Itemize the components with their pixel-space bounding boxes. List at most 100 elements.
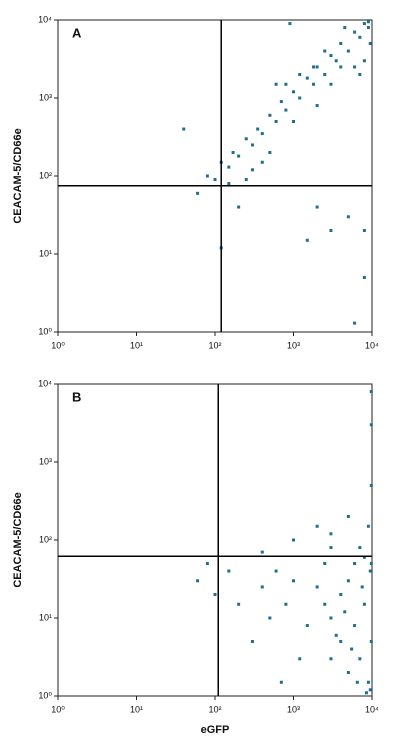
data-point [292,119,295,123]
data-point [369,423,373,427]
data-point [279,100,283,104]
data-point [231,151,235,155]
x-tick-label: 10¹ [130,340,143,350]
data-point [213,593,217,597]
data-point [182,127,186,131]
data-point [268,113,272,117]
x-tick-label: 10¹ [130,704,143,714]
data-point [323,602,327,606]
data-point [362,22,366,26]
data-point [227,165,231,169]
data-point [227,569,231,573]
data-point [196,191,200,195]
data-point [329,82,333,86]
x-tick-label: 10³ [287,340,300,350]
data-point [368,41,372,45]
data-point [298,96,302,100]
x-tick-label: 10³ [287,704,300,714]
data-point [353,624,357,628]
data-point [250,639,254,643]
data-point [369,483,373,487]
y-tick-label: 10¹ [39,248,52,258]
x-tick-label: 10² [208,340,221,350]
data-point [362,59,366,63]
data-point [284,82,288,86]
data-point [364,691,368,695]
data-point [305,76,309,80]
data-point [339,593,343,597]
data-point [369,390,373,394]
data-point [237,154,241,158]
data-point [358,73,362,77]
data-point [244,178,248,182]
data-point [227,182,231,186]
data-point [312,82,316,86]
plot-frame [57,383,373,697]
data-point [366,26,370,30]
data-point [274,82,278,86]
data-point [288,22,292,26]
data-point [353,561,357,565]
data-point [346,49,350,53]
data-point [315,65,319,69]
data-point [213,178,217,182]
x-tick-label: 10² [208,704,221,714]
data-point [334,633,338,637]
panel-label: B [72,389,81,404]
data-point [343,26,347,30]
panel-label: A [72,25,82,40]
data-point [312,65,316,69]
data-point [339,65,343,69]
data-point [368,688,372,692]
data-point [346,579,350,583]
data-point [353,65,357,69]
data-point [362,555,366,559]
y-tick-label: 10⁰ [38,690,52,700]
data-point [260,160,264,164]
x-tick-label: 10⁰ [51,340,65,350]
data-point [284,602,288,606]
data-point [292,579,295,583]
data-point [305,238,309,242]
data-point [323,49,327,53]
data-point [284,108,288,112]
data-point [358,657,362,661]
data-point [329,532,333,536]
y-axis-label: CEACAM-5/CD66e [12,492,24,587]
data-point [366,524,370,528]
data-point [334,59,338,63]
x-tick-label: 10⁴ [365,704,379,714]
data-point [353,321,357,325]
data-point [358,35,362,39]
data-point [350,647,354,651]
y-tick-label: 10³ [39,92,52,102]
data-point [268,616,272,620]
data-point [237,602,241,606]
data-point [196,579,200,583]
data-point [329,54,333,58]
y-tick-label: 10⁴ [38,14,52,24]
data-point [298,657,302,661]
data-point [362,229,366,233]
x-tick-label: 10⁴ [365,340,379,350]
data-point [362,602,366,606]
data-point [358,546,362,550]
data-point [244,137,248,141]
data-point [346,671,350,675]
data-point [329,616,333,620]
data-point [329,657,333,661]
data-point [274,119,278,123]
data-point [268,151,272,155]
data-point [205,561,209,565]
data-point [292,538,295,542]
data-point [256,127,260,131]
data-point [346,515,350,519]
data-point [315,205,319,209]
data-point [315,104,319,108]
y-tick-label: 10² [39,170,52,180]
data-point [323,561,327,565]
data-point [360,585,364,589]
data-point [343,610,347,614]
